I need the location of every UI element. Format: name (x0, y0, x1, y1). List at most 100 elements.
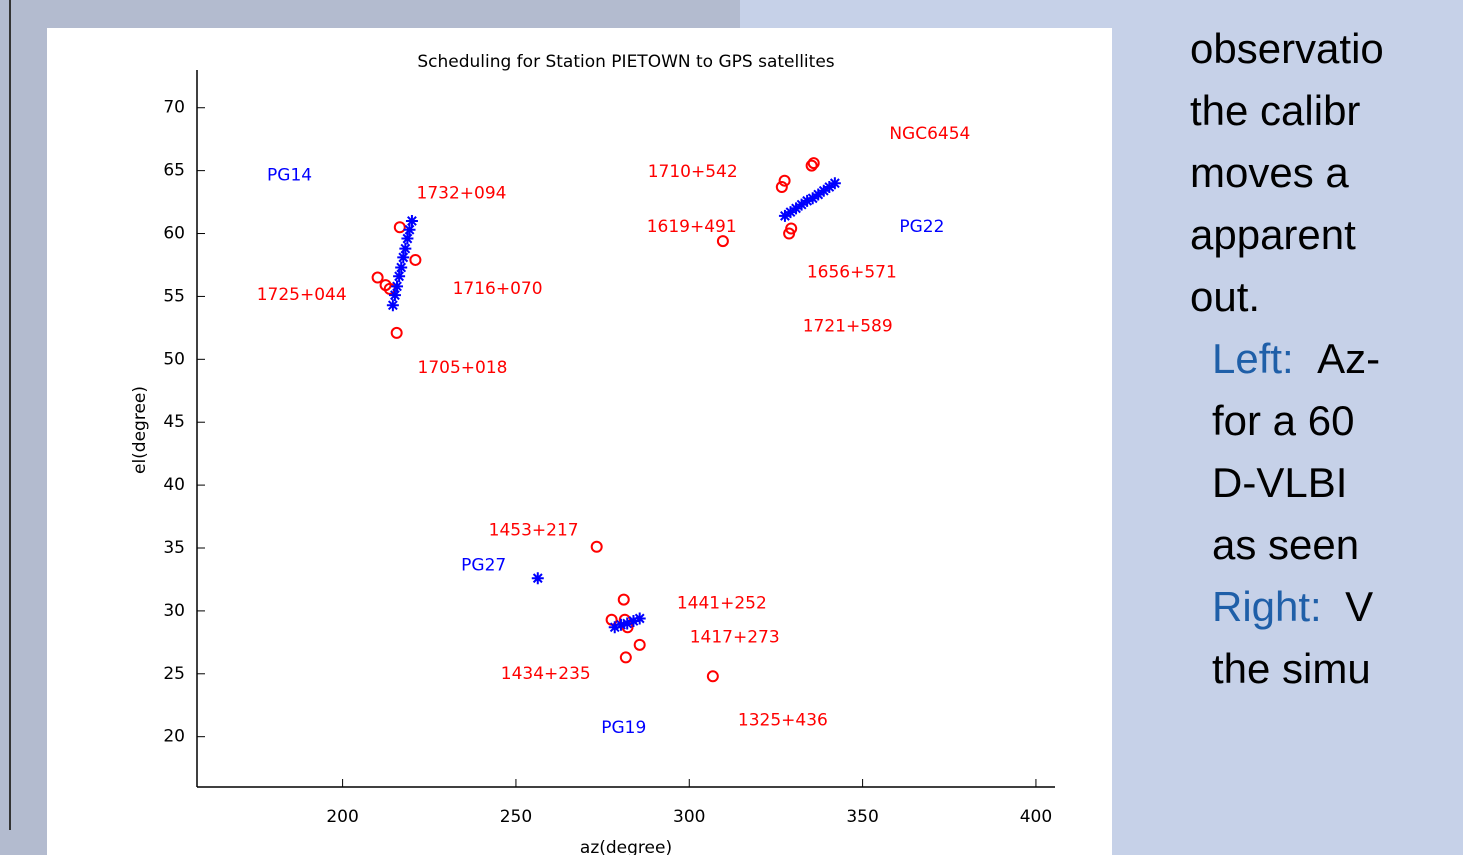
point (778, 209, 791, 222)
annotation: PG19 (601, 718, 646, 738)
point (590, 540, 603, 553)
y-tick-label: 50 (163, 349, 185, 369)
y-tick-label: 65 (163, 161, 185, 181)
chart-title: Scheduling for Station PIETOWN to GPS sa… (417, 52, 834, 72)
annotation: 1716+070 (453, 279, 543, 299)
slide-text-span: observatio (1190, 25, 1384, 72)
y-tick-label: 45 (163, 412, 185, 432)
slide-line: D-VLBI (1212, 459, 1347, 506)
slide-line: apparent (1190, 211, 1356, 258)
point (805, 159, 818, 172)
point (391, 280, 404, 293)
annotation: 1725+044 (257, 285, 347, 305)
slide-text-span: moves a (1190, 149, 1349, 196)
point (405, 214, 418, 227)
point (390, 326, 403, 339)
point (403, 223, 416, 236)
y-tick-label: 25 (163, 664, 185, 684)
annotation: 1710+542 (648, 162, 738, 182)
annotation: 1721+589 (803, 317, 893, 337)
annotation: 1325+436 (738, 710, 828, 730)
y-axis-label: el(degree) (130, 386, 150, 474)
y-tick-label: 20 (163, 727, 185, 747)
annotation: 1417+273 (690, 627, 780, 647)
x-tick-label: 400 (1020, 807, 1052, 827)
point (817, 184, 830, 197)
point (801, 194, 814, 207)
slide-line: for a 60 (1212, 397, 1354, 444)
point (706, 670, 719, 683)
point (393, 270, 406, 283)
annotation: 1705+018 (418, 358, 508, 378)
y-tick-label: 55 (163, 286, 185, 306)
slide-text-span: Az- (1317, 335, 1380, 382)
slide-line: Right: V (1212, 583, 1373, 630)
point (633, 638, 646, 651)
slide-text-span: for a 60 (1212, 397, 1354, 444)
slide-line: Left: Az- (1212, 335, 1380, 382)
point (608, 621, 621, 634)
point (823, 180, 836, 193)
annotation: NGC6454 (889, 124, 970, 144)
slide-line: observatio (1190, 25, 1384, 72)
y-tick-label: 60 (163, 224, 185, 244)
slide-text-span: the calibr (1190, 87, 1360, 134)
annotation: 1656+571 (807, 263, 897, 283)
point (531, 572, 544, 585)
slide-text-span: as seen (1212, 521, 1359, 568)
slide-text-span: V (1345, 583, 1373, 630)
point (627, 614, 640, 627)
slide-label: Left: (1212, 335, 1294, 382)
point (401, 232, 414, 245)
point (795, 198, 808, 211)
slide-line: moves a (1190, 149, 1349, 196)
slide-text: observatio the calibr moves a apparent out. L… (1190, 25, 1384, 692)
slide-text-span: out. (1190, 273, 1260, 320)
annotation: 1732+094 (417, 183, 507, 203)
x-axis-label: az(degree) (580, 838, 672, 855)
point (784, 206, 797, 219)
point (409, 253, 422, 266)
x-tick-label: 250 (500, 807, 532, 827)
point (397, 251, 410, 264)
point (778, 174, 791, 187)
y-tick-label: 35 (163, 538, 185, 558)
annotation: 1619+491 (647, 217, 737, 237)
point (783, 227, 796, 240)
y-tick-label: 30 (163, 601, 185, 621)
point (393, 221, 406, 234)
point (395, 261, 408, 274)
point (716, 235, 729, 248)
x-tick-label: 300 (673, 807, 705, 827)
chart-panel (47, 28, 1112, 855)
point (806, 192, 819, 205)
slide-text-span: apparent (1190, 211, 1356, 258)
slide-line: as seen (1212, 521, 1359, 568)
slide-label: Right: (1212, 583, 1322, 630)
annotation: PG27 (461, 556, 506, 576)
slide-line: the calibr (1190, 87, 1360, 134)
annotation: PG22 (899, 217, 944, 237)
point (388, 289, 401, 302)
y-tick-label: 40 (163, 475, 185, 495)
slide-line: the simu (1212, 645, 1371, 692)
annotation: 1453+217 (489, 520, 579, 540)
point (619, 651, 632, 664)
point (621, 617, 634, 630)
x-tick-label: 200 (326, 807, 358, 827)
point (790, 202, 803, 215)
annotation: PG14 (267, 166, 312, 186)
point (371, 271, 384, 284)
point (775, 180, 788, 193)
point (617, 593, 630, 606)
slide-text-span: D-VLBI (1212, 459, 1347, 506)
y-tick-label: 70 (163, 98, 185, 118)
point (386, 299, 399, 312)
point (633, 612, 646, 625)
point (812, 188, 825, 201)
point (828, 177, 841, 190)
annotation: 1434+235 (501, 664, 591, 684)
point (399, 242, 412, 255)
